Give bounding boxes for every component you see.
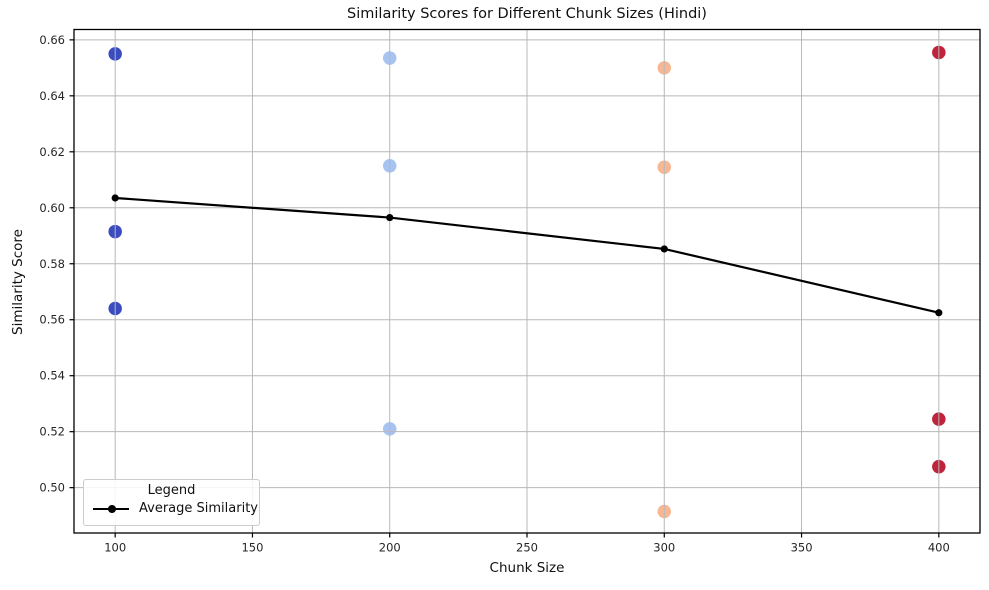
legend: Legend Average Similarity bbox=[83, 479, 260, 526]
average-point bbox=[660, 245, 668, 253]
y-tick-label: 0.64 bbox=[39, 89, 65, 103]
legend-entry: Average Similarity bbox=[84, 501, 259, 516]
x-tick-label: 150 bbox=[241, 541, 263, 555]
average-point bbox=[111, 194, 119, 202]
y-tick-label: 0.52 bbox=[39, 425, 65, 439]
average-line-marker-icon bbox=[93, 504, 129, 513]
x-tick-label: 250 bbox=[516, 541, 538, 555]
x-axis-label: Chunk Size bbox=[489, 560, 565, 576]
legend-entry-label: Average Similarity bbox=[139, 501, 258, 516]
y-tick-label: 0.56 bbox=[39, 313, 65, 327]
average-point bbox=[386, 213, 394, 222]
x-tick-label: 350 bbox=[791, 541, 813, 555]
legend-title: Legend bbox=[147, 483, 196, 498]
average-line bbox=[115, 196, 940, 314]
x-tick-label: 100 bbox=[104, 541, 126, 555]
average-point bbox=[935, 309, 943, 317]
y-tick-label: 0.62 bbox=[39, 145, 65, 159]
y-tick-label: 0.50 bbox=[39, 481, 65, 495]
y-tick-label: 0.66 bbox=[39, 33, 65, 47]
x-tick-label: 300 bbox=[653, 541, 675, 555]
x-tick-label: 200 bbox=[379, 541, 401, 555]
y-axis-label: Similarity Score bbox=[10, 229, 26, 335]
chart-title: Similarity Scores for Different Chunk Si… bbox=[347, 6, 707, 22]
y-tick-label: 0.60 bbox=[39, 201, 65, 215]
y-tick-label: 0.54 bbox=[39, 369, 65, 383]
x-tick-label: 400 bbox=[928, 541, 950, 555]
y-tick-label: 0.58 bbox=[39, 257, 65, 271]
